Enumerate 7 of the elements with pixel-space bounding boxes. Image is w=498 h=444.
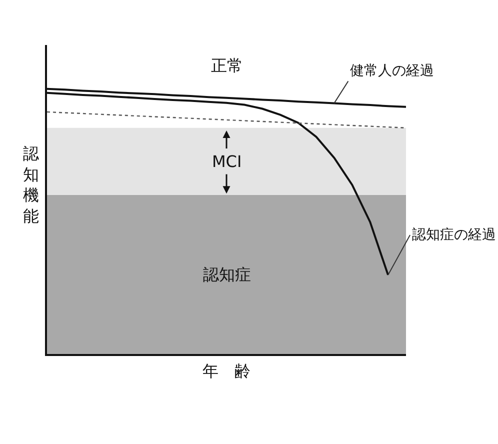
y-axis-title: 認知機能 [23,144,39,226]
x-axis-title: 年 齢 [202,362,250,381]
text: 正常 [211,56,243,75]
band-label: 認知症 [203,265,251,284]
band-label: MCI [212,152,242,171]
text: 認知症の経過 [412,227,496,243]
series-label: 健常人の経過 [350,63,434,79]
